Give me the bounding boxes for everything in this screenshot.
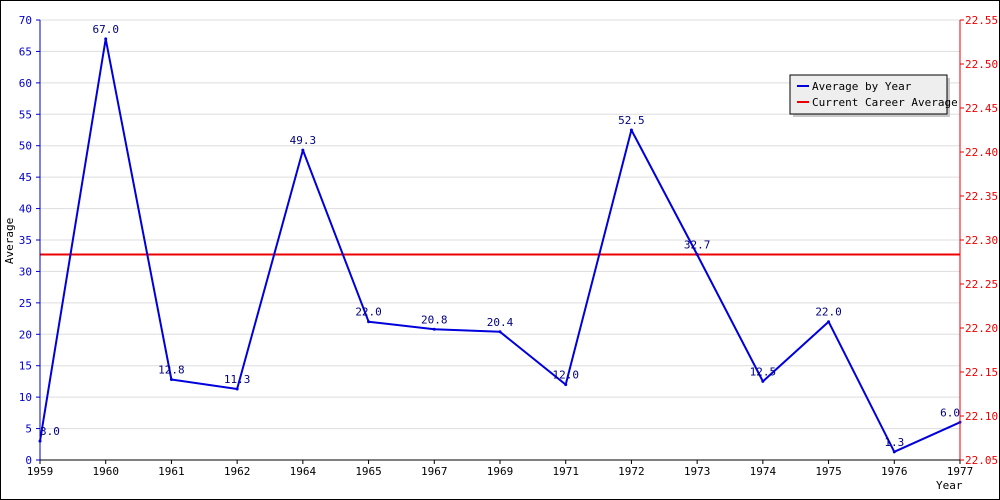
x-tick-label: 1973 [684,465,711,478]
y-tick-label: 5 [25,423,32,436]
gridlines [40,19,960,430]
x-tick-label: 1969 [487,465,514,478]
data-label: 67.0 [92,23,119,36]
data-point [695,252,699,256]
data-label: 12.8 [158,364,185,377]
data-label: 3.0 [40,425,60,438]
data-point [892,450,896,454]
data-point [104,37,108,41]
y2-tick-label: 22.05 [965,454,998,467]
y2-tick-label: 22.15 [965,366,998,379]
y2-tick-label: 22.30 [965,234,998,247]
y-tick-label: 55 [19,108,32,121]
y2-tick-label: 22.20 [965,322,998,335]
data-label: 12.0 [552,369,579,382]
y2-tick-label: 22.25 [965,278,998,291]
x-tick-label: 1974 [750,465,777,478]
y2-tick-label: 22.35 [965,190,998,203]
y-tick-label: 70 [19,14,32,27]
y-tick-label: 10 [19,391,32,404]
data-label: 49.3 [290,134,317,147]
data-label: 32.7 [684,238,711,251]
y-tick-label: 20 [19,328,32,341]
data-point [432,327,436,331]
x-tick-label: 1959 [27,465,54,478]
x-tick-label: 1971 [552,465,579,478]
axes: 0 5 10 15 20 25 30 35 40 45 50 55 60 65 70 22.05 22.10 22… [19,14,998,478]
x-tick-label: 1977 [947,465,974,478]
x-tick-label: 1972 [618,465,645,478]
y-tick-label: 15 [19,360,32,373]
y-tick-label: 30 [19,265,32,278]
y-axis-title: Average [3,218,16,264]
legend-box [789,74,948,115]
y-tick-label: 65 [19,45,32,58]
data-point [301,148,305,152]
data-point [827,320,831,324]
data-point [761,379,765,383]
x-tick-label: 1976 [881,465,908,478]
y2-tick-label: 22.10 [965,410,998,423]
x-tick-label: 1967 [421,465,448,478]
data-label: 52.5 [618,114,645,127]
y-tick-label: 60 [19,77,32,90]
data-label: 11.3 [224,373,251,386]
data-point [564,383,568,387]
data-point [498,330,502,334]
y-tick-label: 35 [19,234,32,247]
data-label: 20.4 [487,316,514,329]
y2-tick-label: 22.40 [965,146,998,159]
legend: Average by Year Current Career Average [789,74,958,117]
data-point [235,387,239,391]
y-tick-label: 40 [19,203,32,216]
y2-tick-label: 22.45 [965,102,998,115]
data-labels: 3.0 67.0 12.8 11.3 49.3 22.0 20.8 20.4 12.0 52.5 3… [40,23,960,449]
y-tick-label: 25 [19,297,32,310]
data-label: 12.5 [750,365,777,378]
data-label: 20.8 [421,313,448,326]
x-tick-label: 1965 [355,465,382,478]
x-tick-label: 1964 [290,465,317,478]
y2-tick-label: 22.50 [965,58,998,71]
data-label: 6.0 [940,406,960,419]
data-label: 1.3 [884,436,904,449]
data-point [169,378,173,382]
data-point [367,320,371,324]
x-tick-label: 1975 [815,465,842,478]
x-tick-label: 1962 [224,465,251,478]
y-tick-label: 45 [19,171,32,184]
data-label: 22.0 [355,306,382,319]
data-label: 22.0 [815,306,842,319]
series-average-by-year [38,37,962,454]
x-tick-label: 1961 [158,465,185,478]
legend-label-current-career-average: Current Career Average [812,96,958,109]
x-axis-title: Year [936,479,963,492]
legend-label-average-by-year: Average by Year [812,80,912,93]
x-tick-label: 1960 [92,465,119,478]
y2-tick-label: 22.55 [965,14,998,27]
data-point [629,128,633,132]
y-tick-label: 0 [25,454,32,467]
y-tick-label: 50 [19,140,32,153]
